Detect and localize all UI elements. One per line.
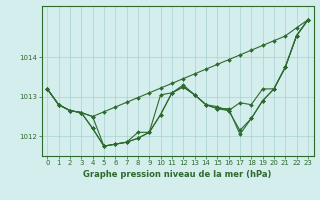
X-axis label: Graphe pression niveau de la mer (hPa): Graphe pression niveau de la mer (hPa) [84, 170, 272, 179]
